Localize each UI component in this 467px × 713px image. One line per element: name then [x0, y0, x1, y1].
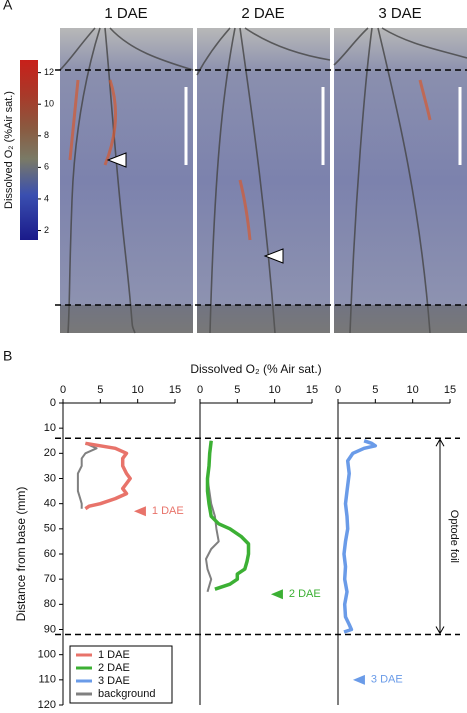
profile-line: [84, 441, 132, 511]
annotation: 2 DAE: [289, 588, 321, 600]
y-tick-label: 40: [44, 498, 56, 510]
x-tick-label: 5: [372, 384, 378, 396]
x-tick-label: 10: [132, 384, 144, 396]
legend-label: 2 DAE: [98, 662, 130, 674]
y-tick-label: 90: [44, 623, 56, 635]
x-tick-label: 10: [269, 384, 281, 396]
y-tick-label: 70: [44, 573, 56, 585]
y-axis-label: Distance from base (mm): [14, 487, 28, 622]
x-tick-label: 15: [306, 384, 318, 396]
annotation-arrow: [270, 589, 283, 600]
annotation-arrow: [133, 506, 146, 517]
panel-label: B: [3, 348, 12, 364]
x-tick-label: 5: [234, 384, 240, 396]
arrow-head: [435, 438, 445, 635]
colorbar-tick-label: 12: [44, 67, 54, 77]
profile-line: [342, 439, 378, 634]
x-tick-label: 10: [407, 384, 419, 396]
profile-line: [76, 442, 98, 509]
y-tick-label: 50: [44, 523, 56, 535]
y-tick-label: 0: [50, 397, 56, 409]
legend-label: 3 DAE: [98, 675, 130, 687]
x-tick-label: 15: [444, 384, 456, 396]
x-tick-label: 0: [60, 384, 66, 396]
y-tick-label: 60: [44, 548, 56, 560]
annotation: 1 DAE: [152, 505, 184, 517]
legend-label: 1 DAE: [98, 649, 130, 661]
image-title: 2 DAE: [241, 5, 284, 22]
image-title: 3 DAE: [378, 5, 421, 22]
y-tick-label: 100: [38, 649, 56, 661]
x-tick-label: 5: [97, 384, 103, 396]
annotation-arrow: [352, 674, 365, 685]
y-tick-label: 10: [44, 422, 56, 434]
colorbar-tick-label: 2: [44, 225, 49, 235]
legend-label: background: [98, 688, 156, 700]
colorbar-tick-label: 10: [44, 99, 54, 109]
y-tick-label: 110: [38, 674, 56, 686]
colorbar-label: Dissolved O₂ (%Air sat.): [3, 91, 15, 209]
image-panels: [55, 27, 467, 334]
colorbar-tick-label: 4: [44, 193, 49, 203]
x-tick-label: 0: [197, 384, 203, 396]
x-axis-label: Dissolved O₂ (% Air sat.): [190, 362, 321, 376]
panel-label: A: [3, 0, 13, 13]
profile-line: [205, 440, 251, 591]
x-tick-label: 0: [335, 384, 341, 396]
image-title: 1 DAE: [104, 5, 147, 22]
y-tick-label: 30: [44, 472, 56, 484]
colorbar: [20, 60, 38, 240]
colorbar-tick-label: 8: [44, 130, 49, 140]
y-tick-label: 120: [38, 699, 56, 711]
x-tick-label: 15: [169, 384, 181, 396]
y-tick-label: 20: [44, 447, 56, 459]
colorbar-tick-label: 6: [44, 162, 49, 172]
annotation: 3 DAE: [371, 674, 403, 686]
y-tick-label: 80: [44, 598, 56, 610]
annotation: Optode foil: [448, 510, 460, 563]
